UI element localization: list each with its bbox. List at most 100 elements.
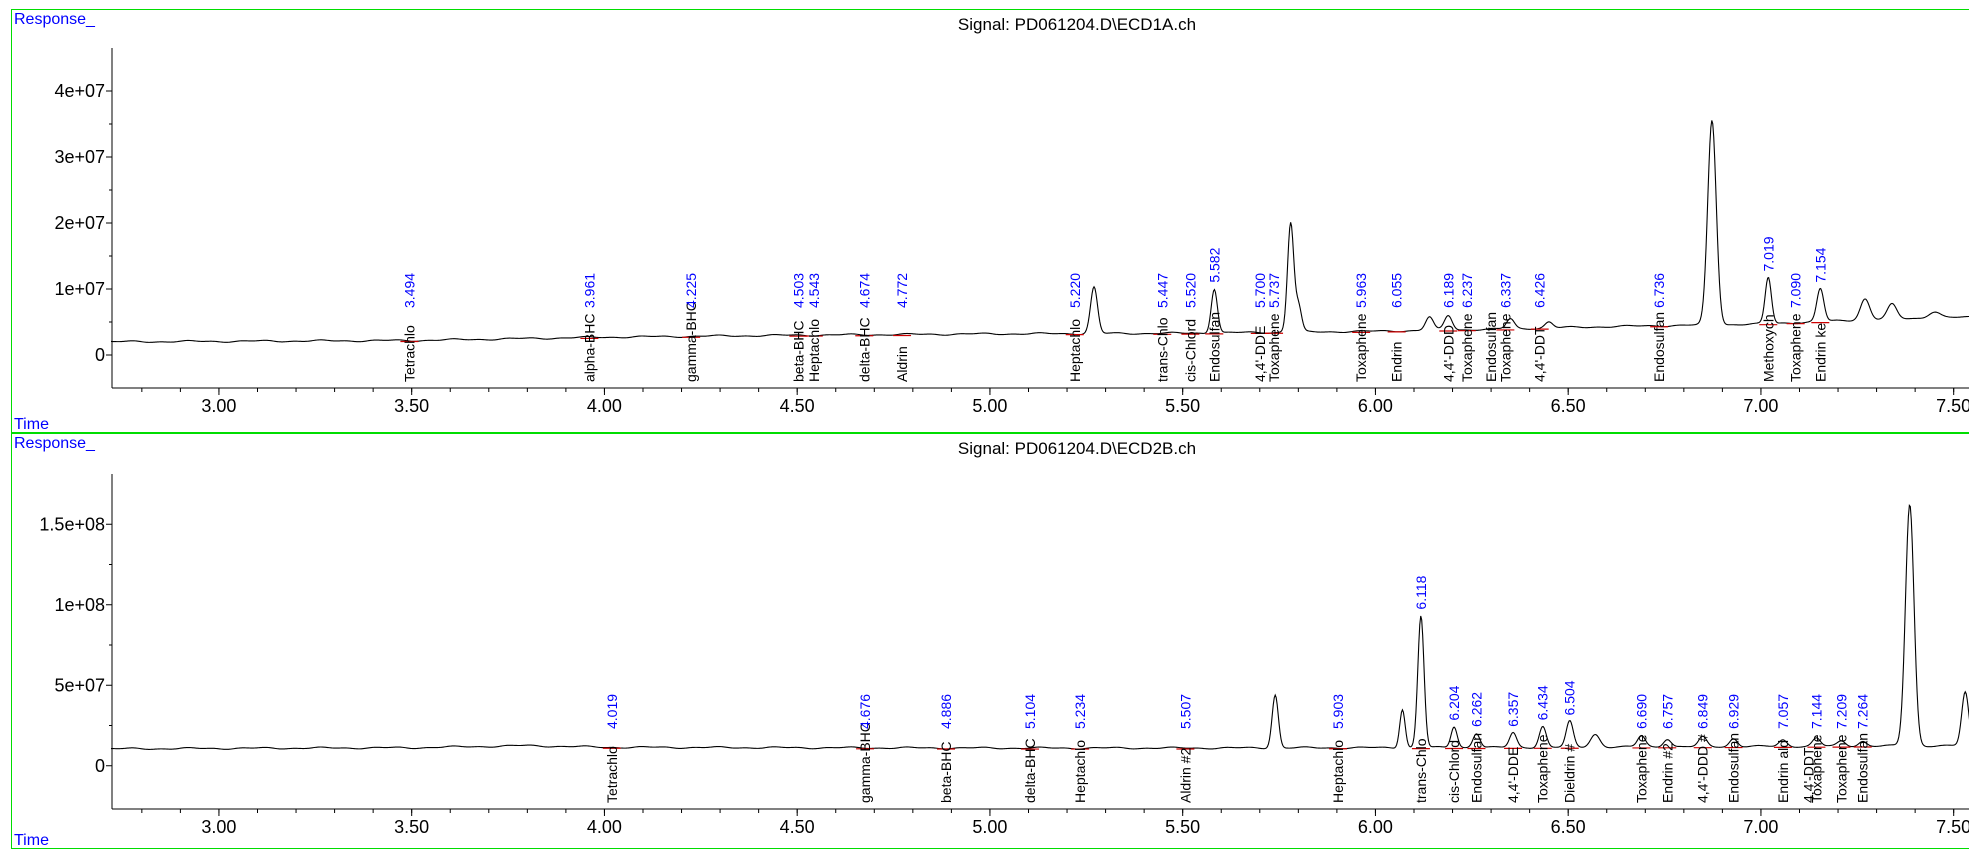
x-tick-label: 3.50 (394, 817, 429, 837)
y-tick-label: 5e+07 (54, 675, 105, 695)
compound-label: Endrin ald (1775, 740, 1791, 803)
retention-time-label: 6.237 (1459, 273, 1475, 308)
compound-label: Heptachlo (1330, 740, 1346, 803)
retention-time-label: 7.057 (1775, 694, 1791, 729)
retention-time-label: 4.225 (683, 273, 699, 308)
retention-time-label: 6.337 (1497, 273, 1513, 308)
retention-time-label: 5.234 (1072, 694, 1088, 729)
retention-time-label: 4.674 (856, 273, 872, 308)
retention-time-label: 5.520 (1182, 273, 1198, 308)
compound-label: Toxaphene (1834, 734, 1850, 803)
compound-label: Endrin (1389, 342, 1405, 382)
retention-time-label: 6.504 (1562, 680, 1578, 715)
signal-title: Signal: PD061204.D\ECD1A.ch (957, 15, 1197, 34)
compound-label: Toxaphene (1459, 313, 1475, 382)
x-tick-label: 4.00 (587, 817, 622, 837)
retention-time-label: 4.676 (857, 694, 873, 729)
x-tick-label: 5.00 (972, 396, 1007, 416)
y-tick-label: 3e+07 (54, 147, 105, 167)
retention-time-label: 5.700 (1252, 273, 1268, 308)
retention-time-label: 4.772 (894, 273, 910, 308)
retention-time-label: 6.118 (1413, 575, 1429, 609)
retention-time-label: 4.019 (604, 694, 620, 729)
retention-time-label: 4.503 (790, 273, 806, 308)
chromatogram-plot-ecd1a: 0 1e+07 2e+07 3e+07 4e+07 3.00 3.50 4.00 4.50 5.0… (54, 48, 1969, 416)
compound-label: trans-Chlo (1154, 317, 1170, 382)
retention-time-label: 4.886 (938, 694, 954, 729)
compound-label: Toxaphene (1633, 734, 1649, 803)
compound-label: Methoxych (1760, 314, 1776, 382)
retention-time-label: 7.090 (1788, 273, 1804, 308)
compound-label: 4,4'-DDD (1440, 325, 1456, 382)
retention-time-label: 6.204 (1446, 685, 1462, 720)
x-tick-label: 5.50 (1165, 817, 1200, 837)
compound-label: Endosulfan (1483, 312, 1499, 382)
compound-label: Aldrin (894, 346, 910, 382)
retention-time-label: 4.543 (806, 273, 822, 308)
x-tick-label: 6.50 (1551, 817, 1586, 837)
retention-time-label: 6.757 (1659, 694, 1675, 729)
compound-label: cis-Chlord (1446, 740, 1462, 803)
retention-time-label: 5.963 (1353, 273, 1369, 308)
compound-label: Aldrin #2 (1177, 748, 1193, 803)
x-tick-label: 3.00 (201, 817, 236, 837)
compound-label: delta-BHC (856, 317, 872, 382)
compound-label: delta-BHC (1022, 738, 1038, 803)
retention-time-label: 5.447 (1154, 273, 1170, 308)
x-tick-label: 7.00 (1743, 817, 1778, 837)
compound-label: 4,4'-DDD # (1695, 734, 1711, 803)
retention-time-label: 6.690 (1633, 694, 1649, 729)
compound-label: Endosulfan (1855, 733, 1871, 803)
compound-label: Endosulfan (1206, 312, 1222, 382)
compound-label: Tetrachlo (604, 746, 620, 803)
compound-label: beta-BHC (938, 742, 954, 803)
x-tick-label: 6.50 (1551, 396, 1586, 416)
compound-label: Dieldrin # (1562, 744, 1578, 803)
y-axis-label: Response_ (14, 435, 95, 452)
compound-label: Heptachlo (1072, 740, 1088, 803)
compound-label: 4,4'-DDT (1801, 747, 1817, 803)
retention-time-label: 7.019 (1760, 236, 1776, 271)
retention-time-label: 6.849 (1695, 694, 1711, 729)
retention-time-label: 6.426 (1532, 273, 1548, 308)
compound-label: 4,4'-DDE (1505, 747, 1521, 803)
signal-trace (110, 120, 1969, 343)
chromatogram-plot-ecd2b: 0 5e+07 1e+08 1.5e+08 3.00 3.50 4.00 4.50 5.00 5.… (39, 474, 1969, 837)
retention-time-label: 5.507 (1177, 694, 1193, 729)
retention-time-label: 6.929 (1726, 694, 1742, 729)
compound-label: Endrin ke (1812, 323, 1828, 382)
compound-label: 4,4'-DDE (1252, 326, 1268, 382)
x-axis-label: Time (14, 832, 49, 849)
y-tick-label: 0 (95, 756, 105, 776)
x-tick-label: 4.50 (780, 817, 815, 837)
compound-label: Toxaphene (1353, 313, 1369, 382)
retention-time-label: 3.494 (401, 273, 417, 308)
retention-time-label: 5.582 (1206, 247, 1222, 282)
retention-time-label: 6.055 (1389, 273, 1405, 308)
retention-time-label: 6.189 (1440, 273, 1456, 308)
retention-time-label: 3.961 (581, 273, 597, 308)
signal-trace (110, 503, 1969, 750)
retention-time-label: 5.104 (1022, 694, 1038, 729)
y-axis-label: Response_ (14, 11, 95, 28)
x-tick-label: 4.50 (780, 396, 815, 416)
y-tick-label: 4e+07 (54, 81, 105, 101)
compound-label: Tetrachlo (401, 325, 417, 382)
retention-time-label: 7.154 (1812, 247, 1828, 282)
retention-time-label: 7.209 (1834, 694, 1850, 729)
compound-label: Endosulfan (1726, 733, 1742, 803)
y-tick-label: 1.5e+08 (39, 514, 105, 534)
y-tick-label: 0 (95, 345, 105, 365)
compound-label: gamma-BHC (857, 722, 873, 803)
x-tick-label: 7.50 (1936, 396, 1969, 416)
compound-label: alpha-BHC (581, 314, 597, 382)
compound-label: Endosulfan (1468, 733, 1484, 803)
y-tick-label: 2e+07 (54, 213, 105, 233)
compound-label: Toxaphene (1266, 313, 1282, 382)
compound-label: Heptachlo (1067, 319, 1083, 382)
compound-label: Toxaphene (1535, 734, 1551, 803)
compound-label: gamma-BHC (683, 301, 699, 382)
x-tick-label: 5.00 (972, 817, 1007, 837)
x-tick-label: 7.00 (1743, 396, 1778, 416)
compound-label: Toxaphene (1808, 734, 1824, 803)
